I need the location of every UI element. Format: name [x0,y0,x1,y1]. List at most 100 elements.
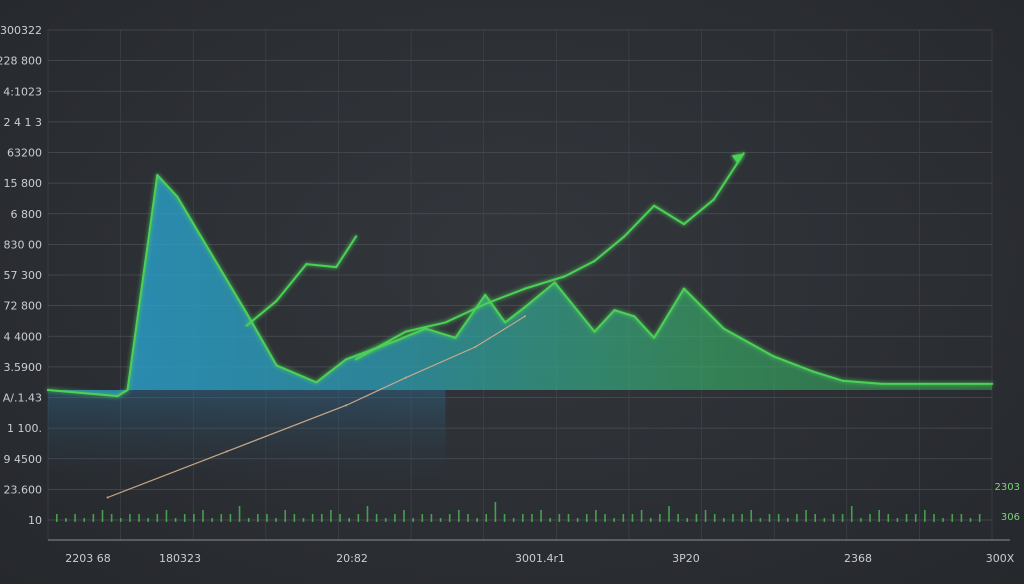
axis-layer: 300322 228 800 4:1023 1 2 4 1 3 63200 15 800 6… [0,24,1020,565]
volume-bar [750,510,753,522]
series-point [344,404,348,407]
y-tick-label: 300322 [0,24,42,37]
series-point [354,235,358,238]
series-point [553,281,556,284]
volume-bar [924,510,926,522]
volume-bar [823,518,826,522]
volume-bar [65,518,67,522]
x-tick-label: 2203 68 [65,552,111,565]
volume-bar [759,518,762,522]
series-point [722,327,725,330]
volume-bar [320,514,323,522]
volume-bar [540,510,542,522]
volume-bar [622,514,625,522]
series-point [811,370,815,373]
volume-bar [494,502,497,522]
volume-bar [503,514,506,522]
series-layer [46,152,994,499]
series-line [107,315,526,499]
series-line [355,152,745,361]
y-tick-label: 23.600 [4,483,43,496]
volume-layer [56,502,981,522]
series-point [593,330,596,333]
volume-bar [686,518,689,522]
series-point [682,287,686,290]
right-axis-label: 2303 [995,482,1020,493]
volume-bar [531,514,533,522]
volume-bar [485,514,488,522]
volume-bar [458,510,460,522]
volume-bar [723,518,725,522]
volume-bar [448,514,451,522]
series-point [484,302,487,306]
x-tick-label: 3P20 [672,552,700,565]
series-point [613,308,616,312]
y-tick-label: 9 4500 [4,453,43,466]
volume-bar [604,514,606,522]
volume-bar [357,514,360,522]
series-point [523,305,527,309]
series-point [354,358,358,361]
x-tick-label: 180323 [159,552,201,565]
volume-bar [695,514,698,522]
volume-bar [649,518,652,522]
y-tick-label: 57 300 [4,269,43,282]
series-point [881,382,884,386]
volume-bar [138,514,140,522]
volume-bar [74,514,76,522]
volume-bar [110,514,113,522]
y-tick-label: A/.1.43 [3,392,42,405]
volume-bar [92,514,95,522]
volume-bar [567,514,570,522]
volume-bar [247,518,250,522]
volume-bar [777,514,780,522]
volume-bar [147,518,149,522]
series-point [106,496,109,499]
volume-bar [942,518,944,522]
volume-bar [330,510,332,522]
series-point [523,315,527,318]
volume-bar [257,514,259,522]
x-tick-label: 20:82 [336,552,368,565]
volume-bar [412,518,414,522]
y-tick-label: 15 800 [4,177,43,190]
series-area [48,175,992,397]
series-point [523,287,527,290]
series-point [404,330,407,333]
volume-bar [311,514,314,522]
series-point [404,376,407,379]
series-point [712,198,715,201]
volume-bar [284,510,287,522]
volume-bar [896,518,899,522]
volume-bar [476,518,478,522]
series-point [841,379,845,382]
below-baseline-glow [48,390,446,495]
volume-bar [266,514,268,522]
volume-bar [83,518,86,522]
volume-bar [878,510,880,522]
series-point [652,204,656,207]
volume-bar [640,510,643,522]
volume-bar [202,510,204,522]
series-point [394,339,397,343]
series-point [334,265,338,269]
series-line [245,235,358,327]
volume-bar [467,514,469,522]
right-axis-label: 306 [1001,512,1020,523]
volume-bar [339,514,341,522]
volume-bar [841,514,844,522]
series-point [245,312,248,315]
volume-bar [860,518,862,522]
volume-bar [850,506,853,522]
series-point [275,299,278,303]
volume-bar [174,518,177,522]
series-point [503,321,507,324]
volume-bar [969,518,972,522]
volume-bar [558,514,561,522]
volume-bar [576,518,579,522]
y-tick-label: 63200 [7,147,42,160]
volume-bar [978,514,981,522]
area-layer [48,175,992,495]
series-point [444,321,447,324]
volume-bar [522,514,524,522]
